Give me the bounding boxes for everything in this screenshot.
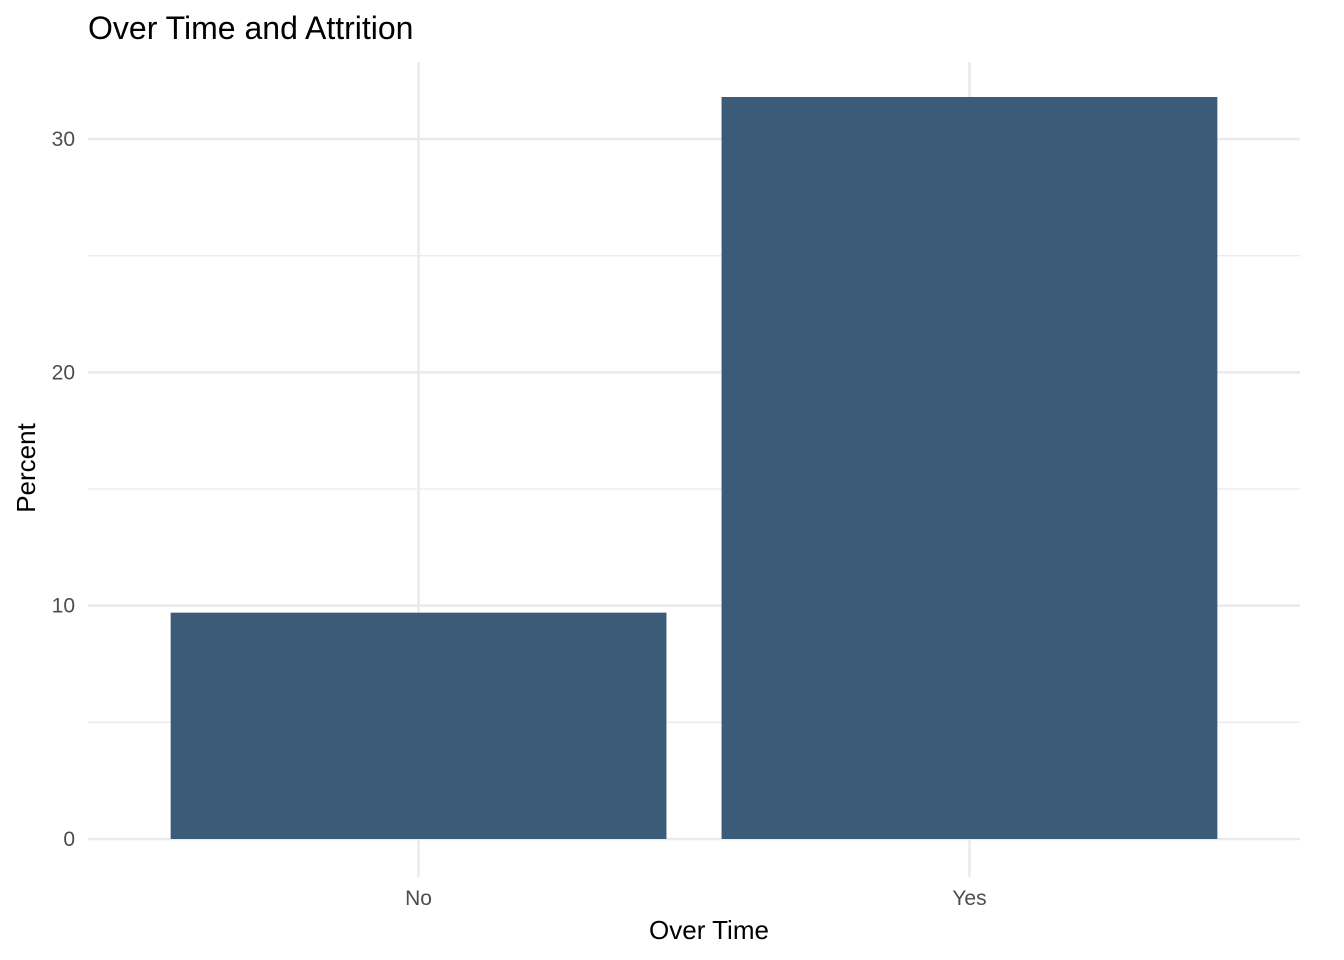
chart-title: Over Time and Attrition	[88, 10, 413, 46]
y-tick-label: 0	[63, 828, 75, 851]
x-axis-ticks: No Yes	[405, 887, 986, 910]
bar-no	[170, 612, 667, 839]
bar-yes	[721, 97, 1218, 839]
x-tick-label: No	[405, 887, 432, 910]
y-axis-ticks: 0 10 20 30	[52, 128, 75, 851]
y-tick-label: 20	[52, 361, 75, 384]
x-axis-title: Over Time	[649, 915, 769, 945]
y-axis-title: Percent	[11, 422, 41, 512]
x-tick-label: Yes	[952, 887, 986, 910]
bars	[170, 97, 1218, 839]
y-tick-label: 30	[52, 128, 75, 151]
y-tick-label: 10	[52, 595, 75, 618]
